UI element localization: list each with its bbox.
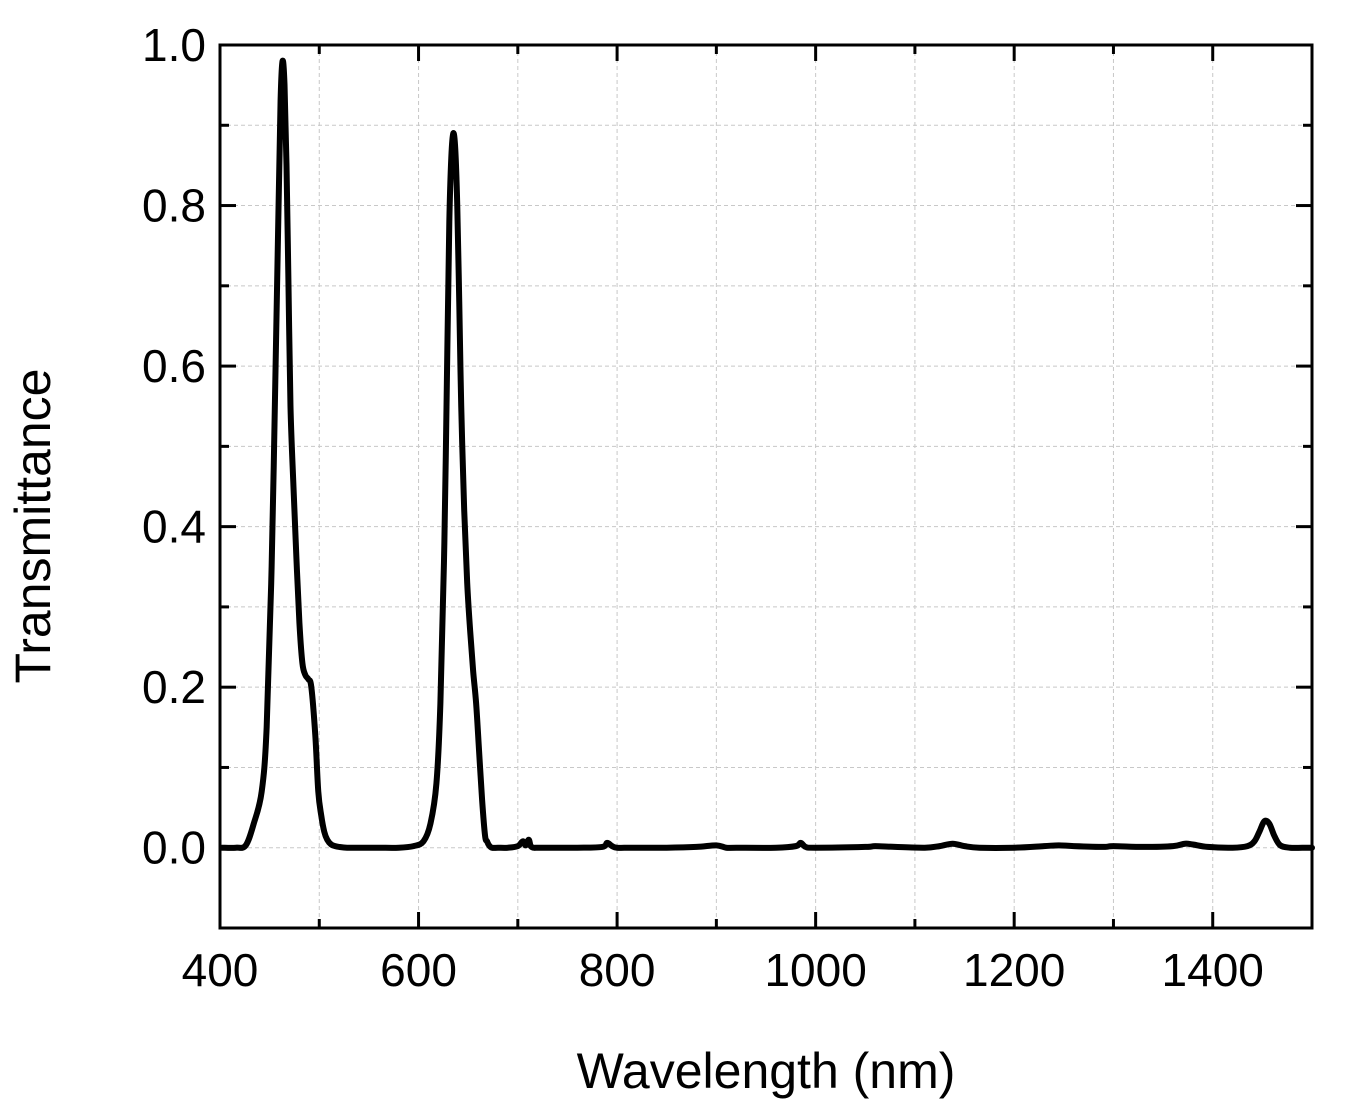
x-tick-label: 600 [380, 944, 457, 996]
x-tick-label: 1000 [764, 944, 866, 996]
y-axis-title: Transmittance [5, 369, 61, 684]
y-tick-label: 1.0 [142, 19, 206, 71]
plot-frame [218, 43, 1314, 930]
y-tick-label: 0.0 [142, 822, 206, 874]
x-axis-title: Wavelength (nm) [577, 1043, 956, 1099]
x-axis-tick-labels: 400 600 800 1000 1200 1400 [182, 944, 1264, 996]
x-tick-label: 400 [182, 944, 259, 996]
y-axis-tick-labels: 0.0 0.2 0.4 0.6 0.8 1.0 [142, 19, 206, 874]
y-tick-label: 0.2 [142, 661, 206, 713]
transmittance-series-line [218, 57, 1315, 851]
x-tick-label: 800 [579, 944, 656, 996]
plot-area [218, 57, 1315, 851]
axis-ticks [218, 43, 1312, 928]
x-tick-label: 1200 [963, 944, 1065, 996]
y-tick-label: 0.4 [142, 501, 206, 553]
x-tick-label: 1400 [1162, 944, 1264, 996]
y-tick-label: 0.8 [142, 180, 206, 232]
y-tick-label: 0.6 [142, 340, 206, 392]
grid [220, 45, 1312, 928]
